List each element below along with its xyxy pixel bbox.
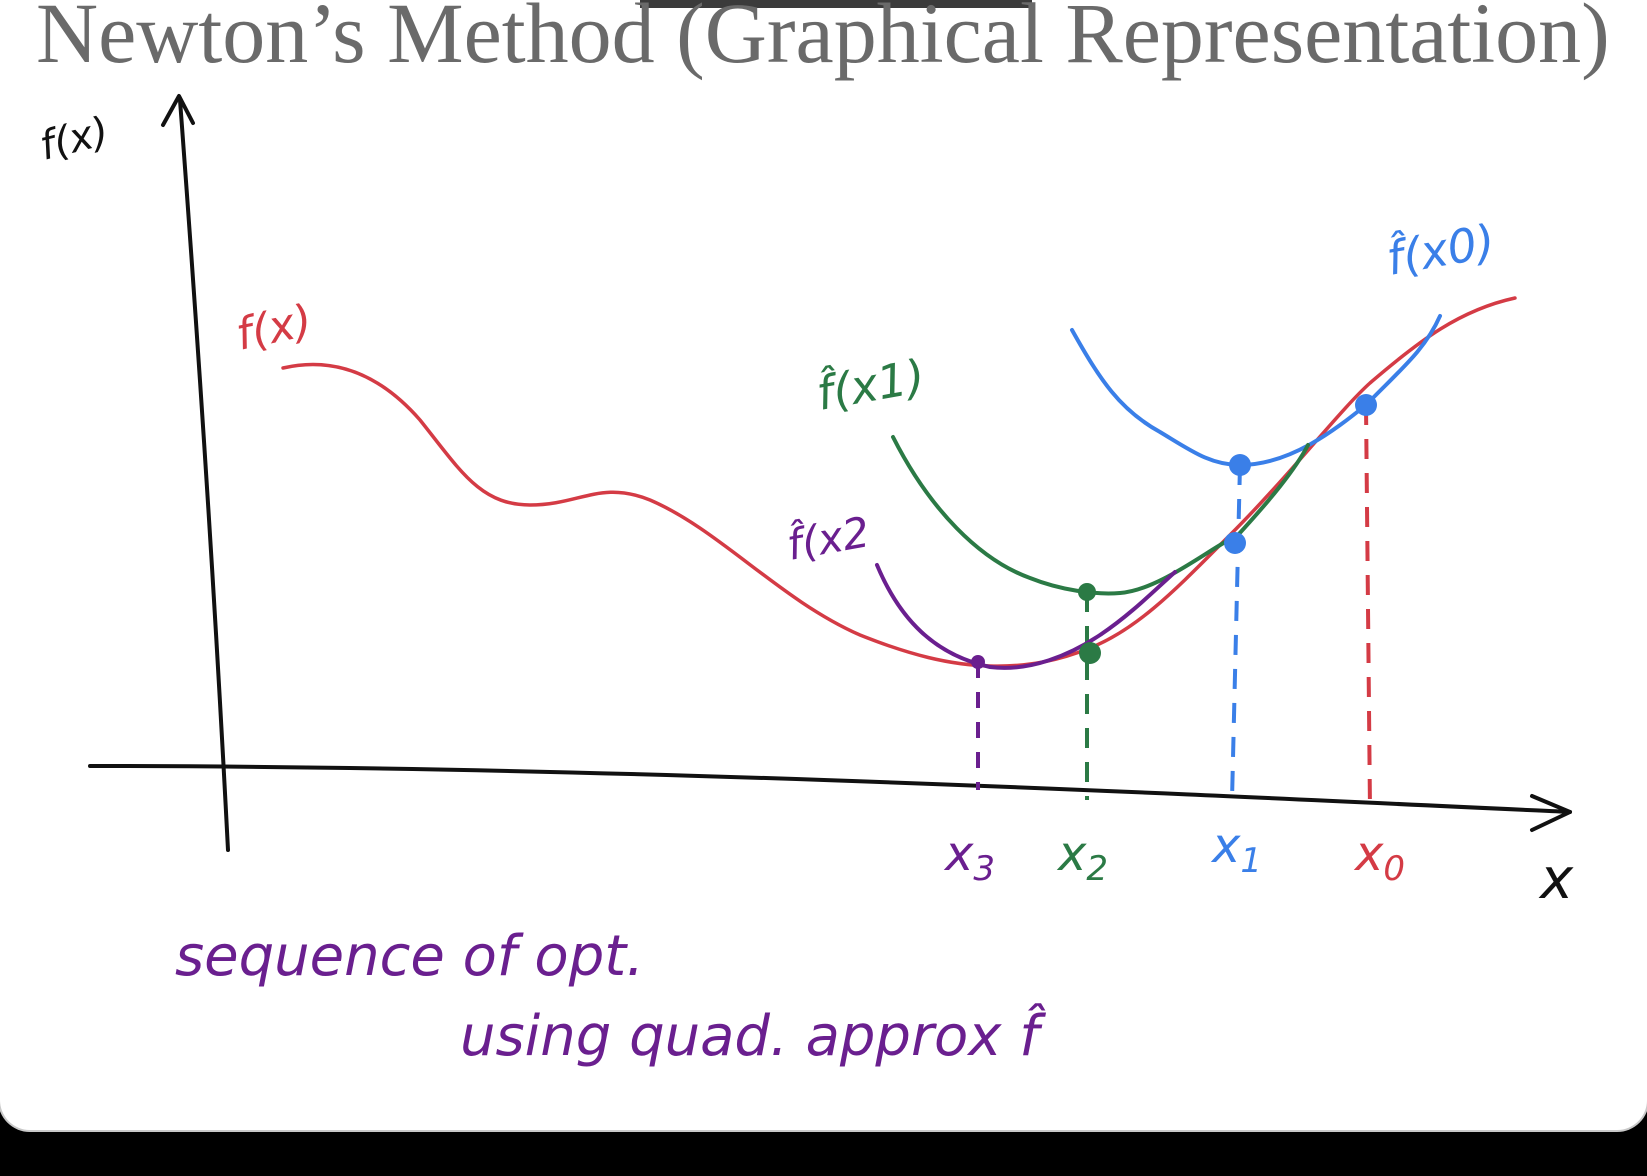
newton-method-diagram: f(x) x f(x) f̂(x0) f̂(x1) f̂(x2 x3 x2 x1… — [35, 94, 1574, 1069]
note-line-1: sequence of opt. — [175, 924, 644, 989]
slide-title: Newton’s Method (Graphical Representatio… — [36, 0, 1610, 81]
x-axis — [88, 764, 1572, 814]
slide-top-bar — [640, 0, 1032, 8]
point-f-x1 — [1224, 532, 1246, 554]
point-approx-x1-min — [1078, 583, 1096, 601]
y-axis-label: f(x) — [35, 108, 113, 169]
iterate-label-x3: x3 — [943, 826, 995, 889]
point-x3 — [971, 655, 985, 669]
iterate-label-x2: x2 — [1056, 826, 1108, 889]
approx-curve-x1 — [891, 435, 1310, 596]
approx-label-x1: f̂(x1) — [812, 348, 928, 420]
x-axis-arrowhead — [1530, 794, 1572, 832]
bottom-band — [0, 1150, 1647, 1176]
approx-curve-x0 — [1070, 314, 1442, 468]
approx-label-x0: f̂(x0) — [1382, 213, 1498, 285]
iterate-label-x1: x1 — [1210, 818, 1262, 881]
f-curve-label: f(x) — [232, 295, 317, 361]
y-axis — [178, 98, 230, 852]
dashed-guide-x0 — [1364, 404, 1372, 811]
point-f-x2 — [1079, 642, 1101, 664]
f-curve — [281, 296, 1517, 668]
dashed-guide-x1 — [1230, 464, 1242, 801]
slide: Newton’s Method (Graphical Representatio… — [0, 0, 1647, 1130]
point-approx-x0-min — [1229, 454, 1251, 476]
y-axis-arrowhead — [161, 94, 195, 127]
x-axis-label: x — [1538, 847, 1574, 912]
note-line-2: using quad. approx f̂ — [460, 1004, 1046, 1069]
approx-curve-x2 — [875, 563, 1177, 670]
iterate-label-x0: x0 — [1353, 826, 1405, 889]
point-f-x0 — [1355, 394, 1377, 416]
approx-label-x2: f̂(x2 — [783, 507, 873, 570]
